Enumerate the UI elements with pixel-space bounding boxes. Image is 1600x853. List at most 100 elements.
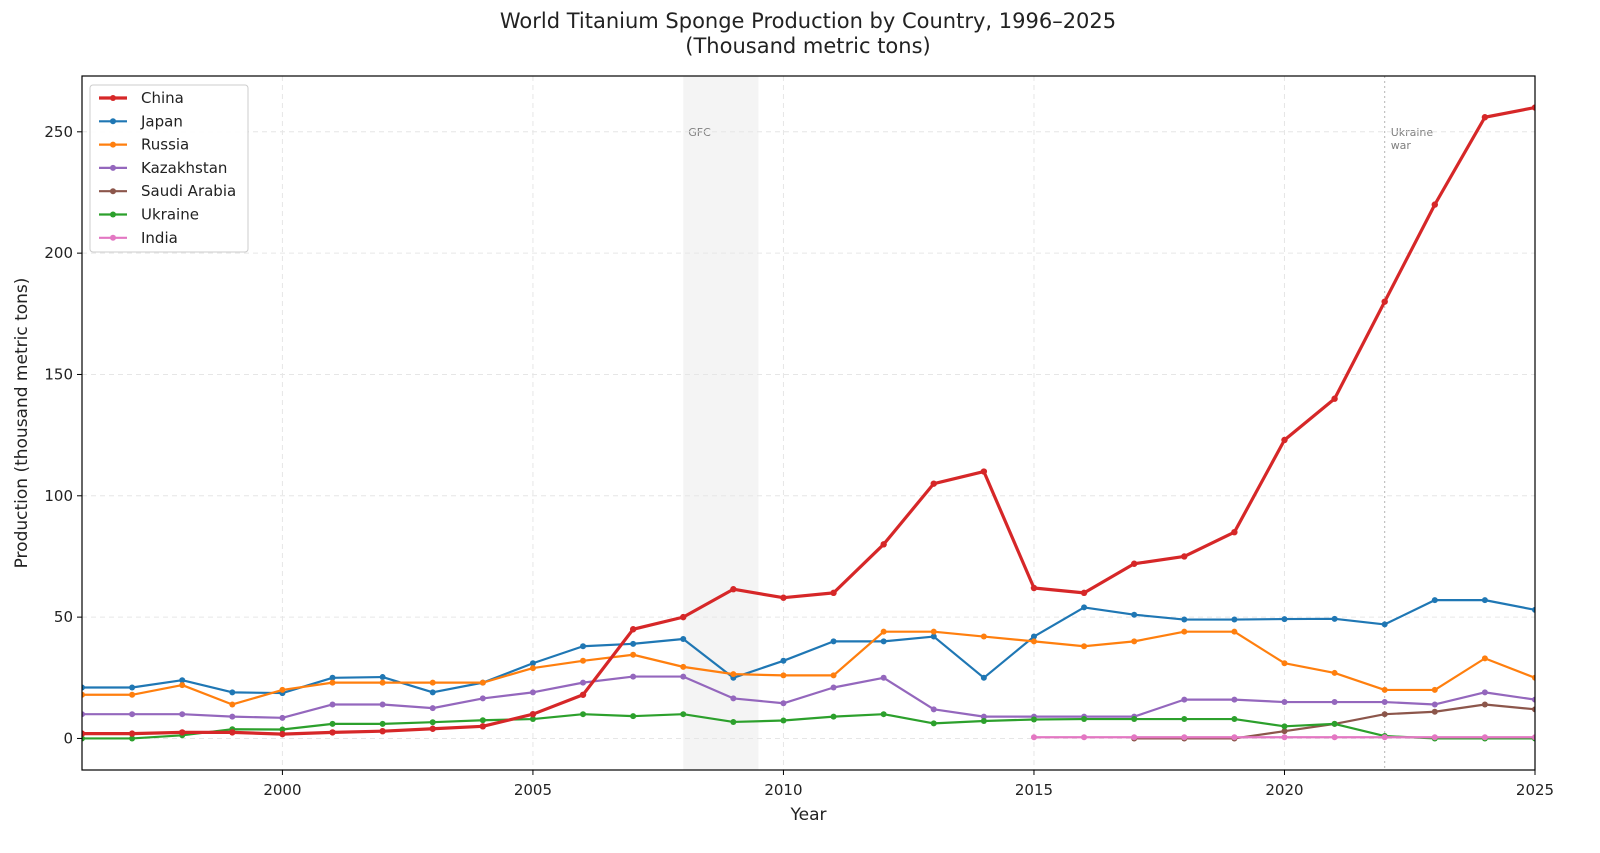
- data-point-kazakhstan: [529, 689, 536, 696]
- data-point-kazakhstan: [179, 711, 186, 718]
- data-point-russia: [1131, 638, 1138, 645]
- data-point-india: [1381, 734, 1388, 741]
- data-point-japan: [379, 674, 386, 681]
- data-point-russia: [780, 672, 787, 679]
- y-tick-label: 200: [44, 244, 73, 262]
- data-point-ukraine: [1131, 716, 1138, 723]
- data-point-russia: [529, 665, 536, 672]
- data-point-ukraine: [930, 720, 937, 727]
- data-point-china: [1531, 104, 1535, 111]
- data-point-japan: [1081, 604, 1088, 611]
- data-point-russia: [479, 679, 486, 686]
- data-point-japan: [680, 635, 687, 642]
- data-point-ukraine: [580, 711, 587, 718]
- data-point-japan: [429, 689, 436, 696]
- legend-label-saudi-arabia: Saudi Arabia: [141, 182, 236, 200]
- data-point-ukraine: [780, 717, 787, 724]
- data-point-kazakhstan: [780, 700, 787, 707]
- chart-subtitle: (Thousand metric tons): [685, 34, 930, 58]
- data-point-india: [1081, 734, 1088, 741]
- data-point-japan: [830, 638, 837, 645]
- data-point-china: [128, 730, 136, 737]
- legend-marker-india: [110, 234, 116, 241]
- data-point-india: [1030, 734, 1037, 741]
- data-point-russia: [980, 633, 987, 640]
- data-point-kazakhstan: [479, 695, 486, 702]
- series-line-china: [82, 105, 1535, 736]
- series-kazakhstan: [82, 673, 1535, 721]
- data-point-ukraine: [129, 735, 136, 742]
- data-point-ukraine: [980, 717, 987, 724]
- data-point-china: [780, 594, 787, 601]
- data-point-ukraine: [329, 720, 336, 727]
- data-point-ukraine: [529, 716, 536, 723]
- data-point-japan: [1532, 606, 1535, 613]
- data-point-ukraine: [429, 719, 436, 726]
- data-point-japan: [580, 643, 587, 650]
- data-point-japan: [630, 640, 637, 647]
- data-point-ukraine: [1231, 716, 1238, 723]
- data-point-china: [1431, 201, 1438, 208]
- data-point-russia: [1381, 686, 1388, 693]
- data-point-ukraine: [479, 717, 486, 724]
- data-point-ukraine: [379, 720, 386, 727]
- data-point-ukraine: [880, 711, 887, 718]
- data-point-japan: [780, 657, 787, 664]
- data-point-japan: [1381, 621, 1388, 628]
- y-tick-label: 150: [44, 365, 73, 383]
- data-point-kazakhstan: [1231, 696, 1238, 703]
- data-point-ukraine: [830, 713, 837, 720]
- legend-label-russia: Russia: [141, 136, 189, 154]
- data-point-russia: [1081, 643, 1088, 650]
- data-point-china: [1130, 560, 1138, 567]
- data-point-saudi-arabia: [1281, 728, 1288, 735]
- data-point-china: [629, 626, 637, 633]
- data-point-china: [830, 589, 837, 597]
- data-point-china: [680, 613, 687, 621]
- data-point-kazakhstan: [1431, 701, 1438, 708]
- data-point-india: [1481, 734, 1488, 741]
- data-point-russia: [1181, 628, 1188, 635]
- data-point-japan: [880, 638, 887, 645]
- data-point-russia: [730, 671, 737, 678]
- data-point-china: [930, 480, 937, 487]
- data-point-russia: [429, 679, 436, 686]
- series-line-japan: [82, 599, 1535, 695]
- legend-label-japan: Japan: [140, 112, 183, 130]
- data-point-japan: [930, 633, 937, 640]
- data-point-japan: [329, 674, 336, 681]
- data-point-india: [1181, 734, 1188, 741]
- series-layer: [82, 104, 1535, 742]
- data-point-russia: [229, 701, 236, 708]
- legend-marker-japan: [110, 118, 116, 125]
- data-point-japan: [1281, 616, 1288, 623]
- data-point-ukraine: [630, 713, 637, 720]
- gfc-shaded-span: [683, 76, 759, 770]
- y-tick-label: 100: [44, 487, 73, 505]
- data-point-china: [329, 729, 336, 736]
- data-point-saudi-arabia: [1381, 711, 1388, 718]
- data-point-china: [1181, 553, 1188, 560]
- data-point-china: [279, 730, 286, 738]
- data-point-japan: [980, 674, 987, 681]
- data-point-russia: [329, 679, 336, 686]
- data-point-russia: [179, 682, 186, 689]
- data-point-kazakhstan: [1181, 696, 1188, 703]
- data-point-china: [880, 541, 887, 548]
- data-point-kazakhstan: [930, 706, 937, 713]
- legend-marker-kazakhstan: [110, 164, 116, 171]
- data-point-russia: [1231, 628, 1238, 635]
- data-point-china: [1381, 298, 1388, 305]
- data-point-russia: [1431, 686, 1438, 693]
- data-point-saudi-arabia: [1431, 708, 1438, 715]
- data-point-japan: [1131, 611, 1138, 618]
- data-point-kazakhstan: [1481, 689, 1488, 696]
- data-point-ukraine: [730, 718, 737, 725]
- data-point-china: [1231, 528, 1238, 536]
- data-point-kazakhstan: [830, 684, 837, 691]
- data-point-ukraine: [680, 711, 687, 718]
- legend-marker-china: [110, 95, 116, 101]
- data-point-china: [1331, 395, 1338, 402]
